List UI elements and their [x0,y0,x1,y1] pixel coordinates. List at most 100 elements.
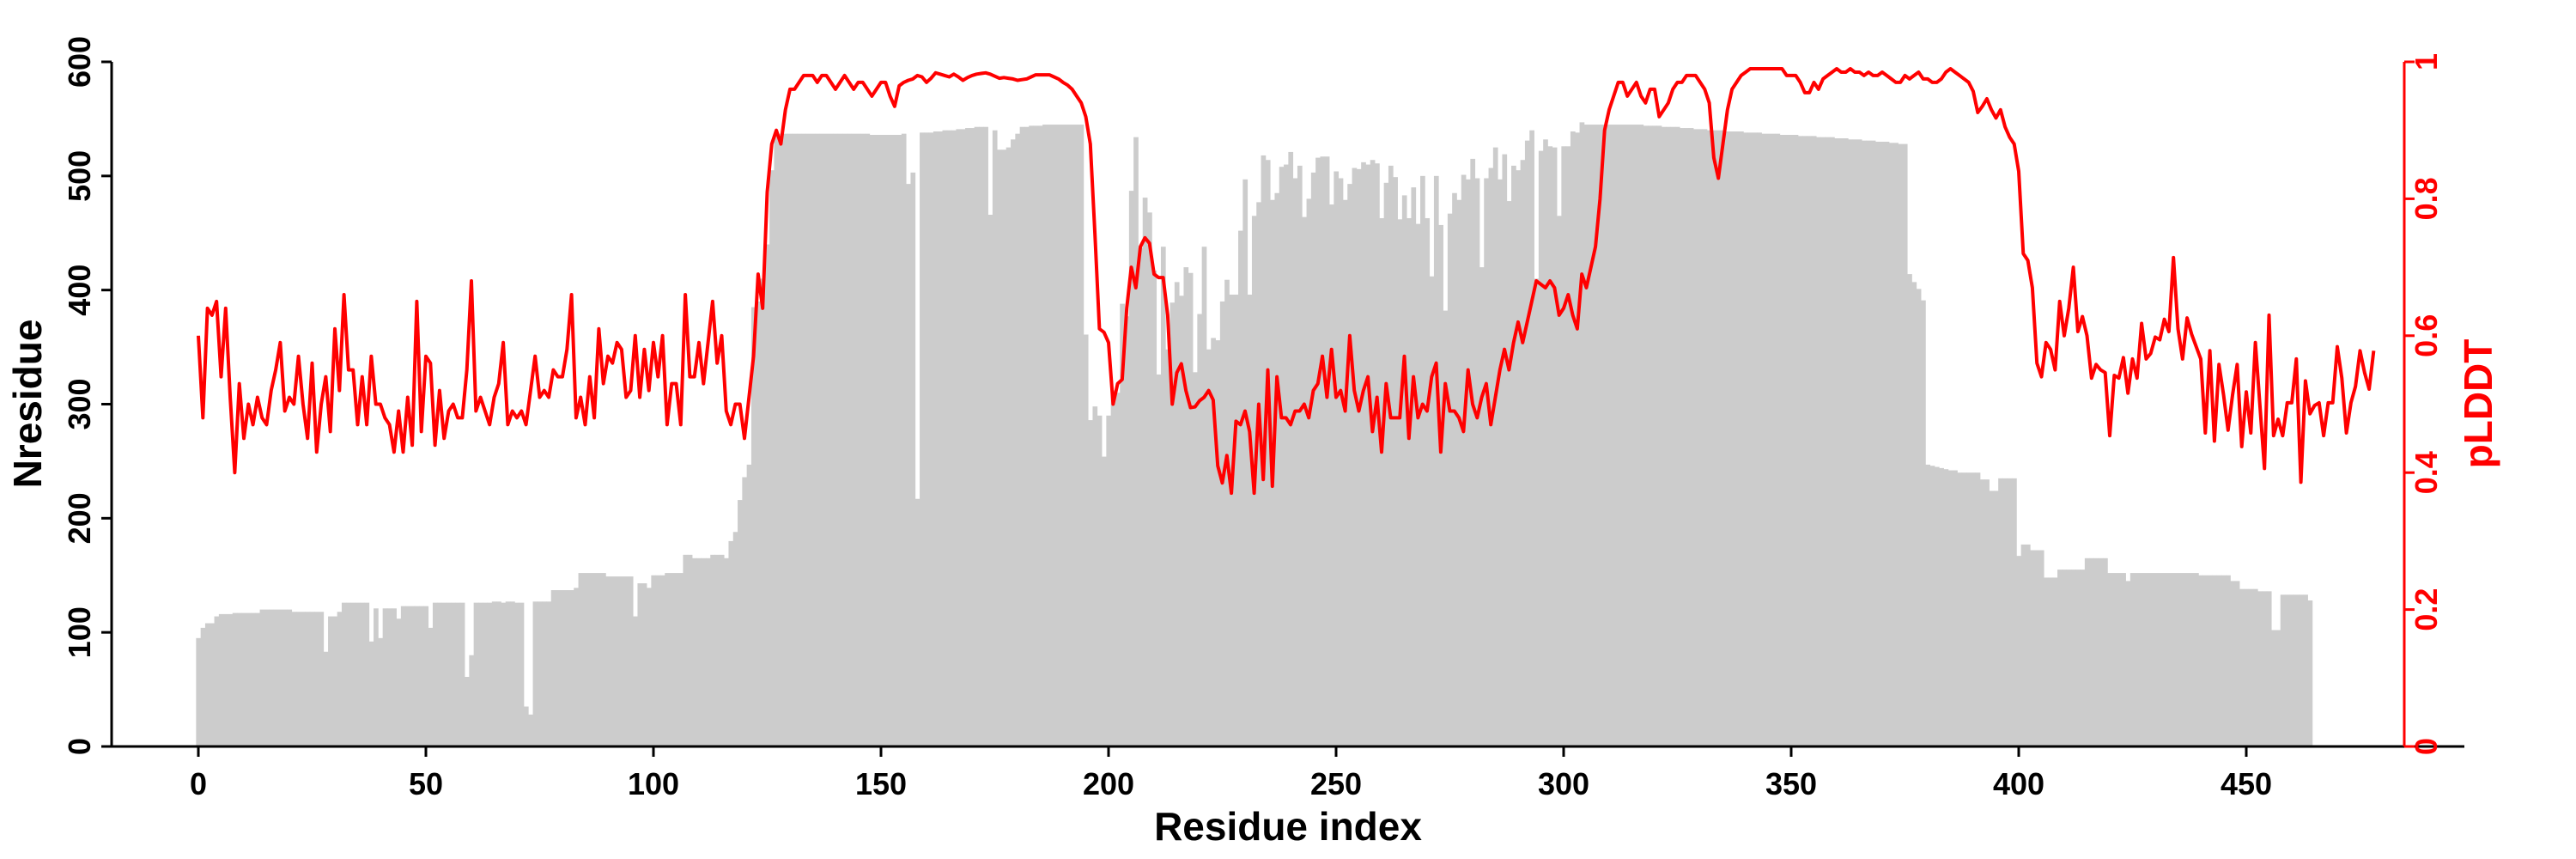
nresidue-bar [1474,178,1480,747]
nresidue-bar [491,601,497,746]
nresidue-bar [1729,131,1735,746]
nresidue-bar [2221,575,2227,746]
x-tick-label: 450 [2221,766,2272,801]
nresidue-bar [1128,191,1134,747]
nresidue-bar [1375,163,1380,747]
plddt-line [197,67,2376,496]
nresidue-bar [410,606,416,746]
nresidue-bar [1310,172,1316,747]
nresidue-bar [787,133,793,746]
nresidue-bar [283,609,288,746]
nresidue-bar [596,573,602,746]
nresidue-bar [314,612,319,746]
nresidue-bar [705,557,711,746]
nresidue-bar [1520,160,1526,747]
nresidue-bar [2266,591,2272,746]
nresidue-bar [910,172,916,747]
nresidue-bar [2143,573,2149,746]
nresidue-bar [1001,149,1007,746]
nresidue-bar [2271,630,2276,746]
nresidue-bar [368,641,374,746]
nresidue-bar [946,130,952,746]
nresidue-bar [528,714,533,746]
nresidue-bar [1197,314,1203,746]
nresidue-bar [1862,140,1867,746]
nresidue-bar [1656,125,1662,746]
nresidue-bar [2107,573,2113,746]
nresidue-bar [232,612,238,746]
nresidue-bar [1925,464,1931,746]
x-tick-label: 100 [628,766,679,801]
nresidue-bar [1547,146,1553,747]
nresidue-bar [2007,478,2013,746]
nresidue-bar [578,573,584,746]
nresidue-bar [1916,289,1922,747]
nresidue-bar [1979,479,1985,746]
nresidue-bar [2080,570,2086,746]
nresidue-bar [1188,272,1194,746]
nresidue-bar [2252,588,2258,746]
nresidue-bar [1370,160,1376,747]
nresidue-bar [896,135,902,746]
nresidue-bar [987,215,993,746]
nresidue-bar [1830,137,1835,747]
nresidue-bar [833,133,839,746]
nresidue-bar [2025,544,2031,746]
x-tick-label: 50 [409,766,443,801]
nresidue-bar [2034,550,2040,746]
nresidue-bar [2125,581,2131,746]
nresidue-bar [483,602,488,746]
nresidue-bar [1224,279,1230,747]
nresidue-bar [1634,125,1639,746]
nresidue-bar [1607,125,1613,746]
nresidue-bar [2161,573,2167,746]
nresidue-bar [1953,470,1958,746]
nresidue-bar [360,602,365,746]
nresidue-bar [1589,125,1594,746]
nresidue-bar [710,554,715,746]
nresidue-bar [938,131,943,746]
nresidue-bar [346,602,351,746]
nresidue-bar [714,554,720,746]
nresidue-bar [928,132,934,747]
nresidue-bar [2257,591,2263,746]
nresidue-bar [774,136,780,747]
nresidue-bar [1720,130,1726,746]
y-right-axis-title: pLDDT [2456,339,2500,469]
nresidue-bar [796,133,802,746]
nresidue-bar [2016,556,2022,746]
nresidue-bar [601,573,606,746]
nresidue-bar [1238,230,1243,747]
y-left-tick-label: 0 [62,738,97,755]
nresidue-bar [537,601,543,746]
nresidue-bar [519,602,525,746]
nresidue-bar [1011,139,1016,746]
nresidue-bar [1242,179,1249,746]
nresidue-bar [2157,573,2163,746]
nresidue-bar [2202,575,2208,746]
nresidue-bar [1516,170,1522,746]
nresidue-bar [487,602,493,746]
nresidue-bar [269,609,274,746]
nresidue-bar [1597,125,1603,746]
y-right-tick-label: 1 [2409,53,2444,70]
nresidue-bar [1929,466,1935,746]
x-tick-label: 150 [855,766,907,801]
nresidue-bar [1870,140,1876,746]
nresidue-bar [2093,557,2099,746]
y-left-axis-title: Nresidue [5,320,50,489]
nresidue-bar [1484,178,1489,747]
nresidue-bar [510,601,515,746]
nresidue-bar [432,602,438,746]
nresidue-bar [1583,125,1589,746]
nresidue-bar [2303,594,2308,746]
nresidue-bar [2239,588,2245,746]
nresidue-bar [1379,217,1385,747]
nresidue-bar [2175,573,2181,746]
nresidue-bar [246,612,252,746]
nresidue-bar [1511,165,1516,746]
nresidue-bar [1802,136,1807,747]
nresidue-bar [550,590,556,746]
nresidue-bar [696,557,702,746]
